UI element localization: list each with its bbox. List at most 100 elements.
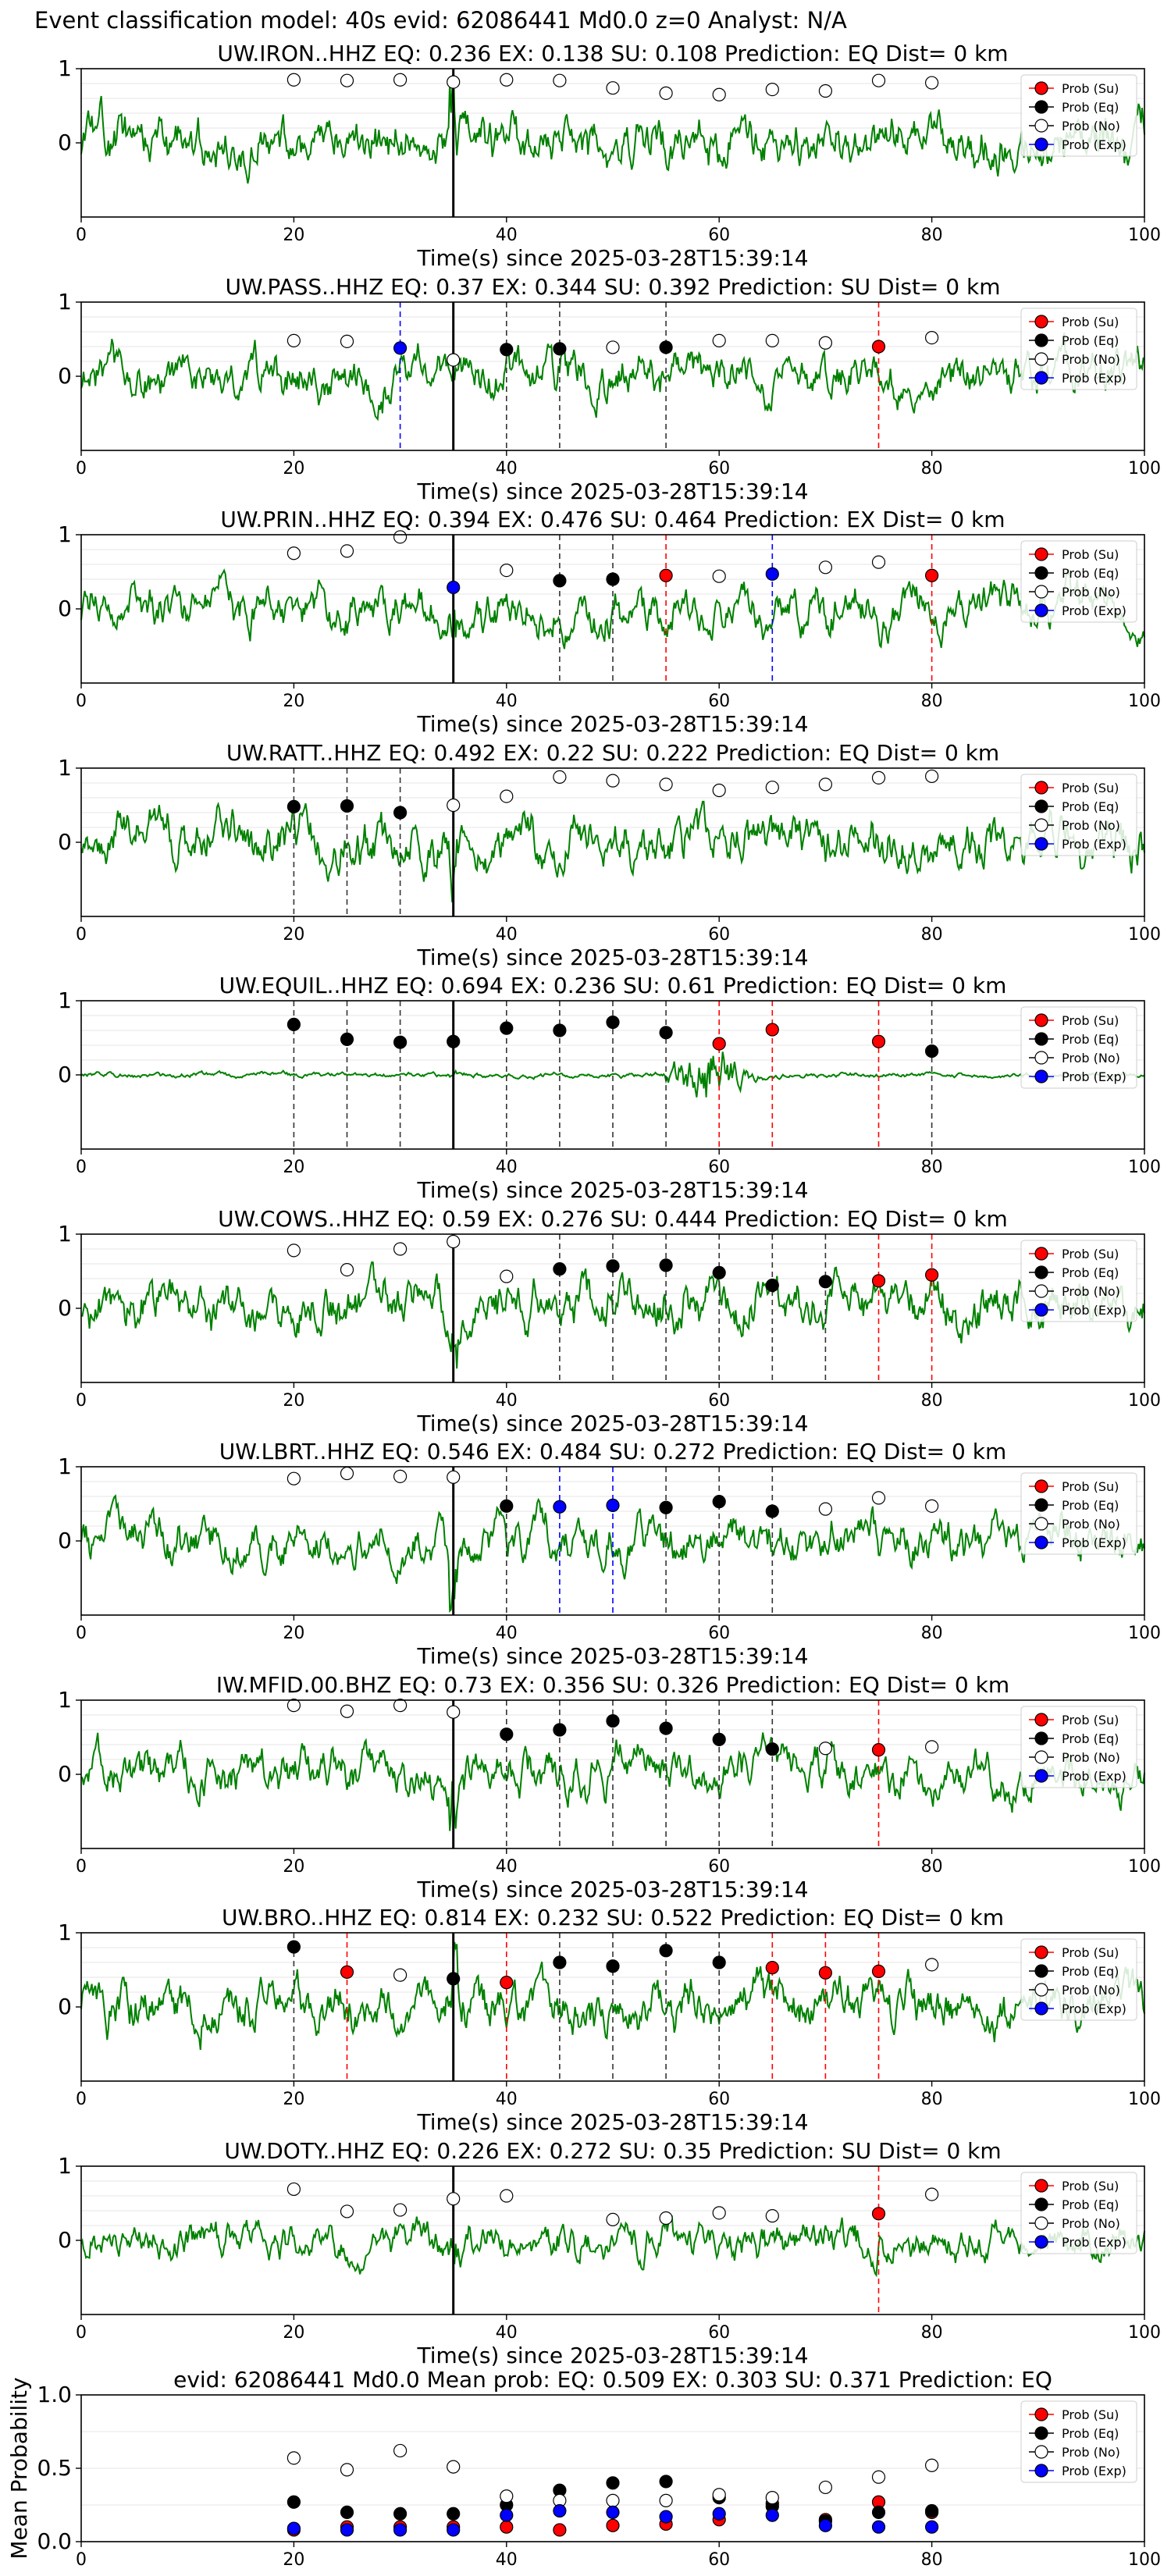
x-tick-label: 20 — [283, 692, 304, 711]
prob-marker-eq — [447, 1034, 461, 1048]
x-tick-label: 60 — [708, 925, 730, 945]
y-axis-label: Mean Probability — [6, 2377, 32, 2559]
legend-marker-no — [1034, 818, 1048, 832]
x-tick-label: 80 — [921, 1857, 943, 1877]
prob-marker-su — [871, 1743, 886, 1757]
prob-marker-eq — [712, 1955, 726, 1969]
prob-marker-eq — [659, 1500, 673, 1514]
prob-marker-eq — [765, 1742, 779, 1756]
prob-marker-eq — [500, 343, 514, 357]
legend-label-eq: Prob (Eq) — [1062, 333, 1119, 348]
legend-marker-eq — [1034, 566, 1048, 580]
prob-marker-no — [606, 340, 620, 354]
x-tick-label: 80 — [921, 2323, 943, 2343]
legend-marker-eq — [1034, 2197, 1048, 2211]
prob-marker-no — [924, 1958, 939, 1972]
x-axis-label: Time(s) since 2025-03-28T15:39:14 — [416, 2109, 808, 2135]
x-tick-label: 60 — [708, 2550, 730, 2570]
y-tick-label: 1 — [58, 1221, 72, 1247]
prob-marker-no — [659, 2211, 673, 2226]
prob-marker-eq — [659, 1721, 673, 1735]
prob-marker-eq — [393, 1035, 408, 1049]
x-tick-label: 100 — [1128, 1391, 1161, 1411]
legend-box — [1020, 1240, 1137, 1322]
prob-marker-no — [818, 560, 833, 575]
legend-marker-exp — [1034, 2235, 1048, 2249]
mean-prob-marker-exp — [659, 2510, 673, 2524]
prob-marker-eq — [553, 1723, 567, 1737]
y-tick-label: 1 — [58, 55, 72, 81]
prob-marker-no — [287, 73, 301, 87]
legend-label-no: Prob (No) — [1062, 352, 1120, 367]
panel-title: UW.RATT..HHZ EQ: 0.492 EX: 0.22 SU: 0.22… — [226, 740, 999, 766]
legend-marker-eq — [1034, 1964, 1048, 1978]
y-tick-label: 0 — [58, 1062, 72, 1087]
x-tick-label: 0 — [76, 2323, 87, 2343]
mean-prob-marker-no — [500, 2489, 514, 2503]
legend-label-exp: Prob (Exp) — [1062, 1535, 1127, 1550]
prob-marker-no — [393, 1242, 408, 1256]
legend-label-exp: Prob (Exp) — [1062, 603, 1127, 618]
prob-marker-eq — [606, 1259, 620, 1273]
legend-label-su: Prob (Su) — [1062, 315, 1119, 329]
x-tick-label: 20 — [283, 925, 304, 945]
legend-marker-no — [1034, 1517, 1048, 1531]
x-tick-label: 0 — [76, 1624, 87, 1643]
prob-marker-no — [818, 777, 833, 792]
legend-box — [1020, 74, 1137, 157]
x-tick-label: 40 — [496, 925, 518, 945]
prob-marker-eq — [500, 1021, 514, 1035]
legend-label-su: Prob (Su) — [1062, 2179, 1119, 2194]
legend-label-eq: Prob (Eq) — [1062, 2426, 1119, 2441]
waveform-panel-5: UW.EQUIL..HHZ EQ: 0.694 EX: 0.236 SU: 0.… — [58, 973, 1161, 1203]
prob-marker-su — [659, 568, 673, 582]
prob-marker-su — [871, 1034, 886, 1048]
mean-prob-marker-no — [447, 2460, 461, 2474]
x-tick-label: 0 — [76, 925, 87, 945]
y-tick-label: 0 — [58, 596, 72, 621]
prob-marker-no — [393, 1699, 408, 1713]
prob-marker-no — [447, 2192, 461, 2206]
legend-marker-eq — [1034, 799, 1048, 813]
prob-marker-eq — [553, 1023, 567, 1037]
prob-marker-no — [553, 770, 567, 785]
panels-group: UW.IRON..HHZ EQ: 0.236 EX: 0.138 SU: 0.1… — [6, 41, 1161, 2570]
x-tick-label: 20 — [283, 1158, 304, 1177]
x-tick-label: 80 — [921, 2550, 943, 2570]
legend-marker-su — [1034, 2407, 1048, 2421]
mean-prob-marker-exp — [447, 2523, 461, 2537]
mean-prob-marker-exp — [818, 2518, 833, 2532]
y-tick-label: 1 — [58, 1920, 72, 1945]
legend-marker-su — [1034, 1479, 1048, 1493]
x-tick-label: 100 — [1128, 1158, 1161, 1177]
mean-prob-marker-su — [553, 2523, 567, 2537]
prob-marker-no — [500, 789, 514, 803]
y-tick-label: 0 — [58, 1295, 72, 1321]
mean-prob-marker-no — [340, 2463, 354, 2477]
x-tick-label: 0 — [76, 459, 87, 479]
legend-marker-su — [1034, 2179, 1048, 2193]
x-tick-label: 20 — [283, 1391, 304, 1411]
prob-marker-su — [924, 1268, 939, 1282]
prob-marker-eq — [447, 1972, 461, 1986]
y-tick-label: 1 — [58, 987, 72, 1013]
x-tick-label: 80 — [921, 1391, 943, 1411]
prob-marker-eq — [606, 1015, 620, 1030]
prob-marker-no — [340, 73, 354, 87]
seismic-trace — [80, 1494, 1145, 1613]
panel-title: UW.BRO..HHZ EQ: 0.814 EX: 0.232 SU: 0.52… — [222, 1905, 1004, 1930]
mean-prob-marker-exp — [924, 2520, 939, 2534]
legend-label-eq: Prob (Eq) — [1062, 799, 1119, 814]
figure-suptitle: Event classification model: 40s evid: 62… — [34, 7, 847, 34]
prob-marker-su — [765, 1961, 779, 1975]
mean-prob-marker-exp — [712, 2507, 726, 2521]
legend-box — [1020, 1472, 1137, 1555]
prob-marker-no — [500, 2189, 514, 2203]
prob-marker-no — [447, 798, 461, 813]
legend-label-eq: Prob (Eq) — [1062, 1731, 1119, 1746]
legend-label-exp: Prob (Exp) — [1062, 137, 1127, 152]
legend-marker-exp — [1034, 837, 1048, 851]
x-axis-label: Time(s) since 2025-03-28T15:39:14 — [416, 711, 808, 737]
